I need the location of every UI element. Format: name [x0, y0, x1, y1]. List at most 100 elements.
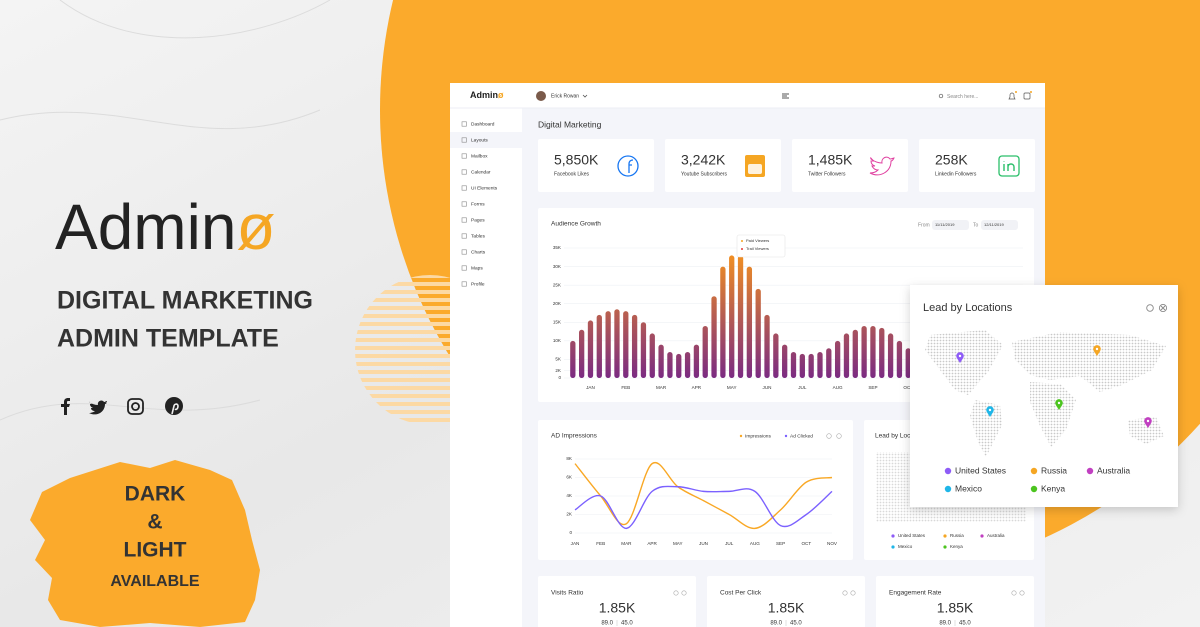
bar [887, 333, 894, 378]
metric-title: Engagement Rate [889, 590, 942, 597]
metric-value: 1.85K [768, 600, 805, 616]
menu-toggle[interactable] [782, 93, 789, 99]
menu-item[interactable]: Dashboard [471, 121, 495, 127]
menu-icon [461, 249, 467, 255]
stat-card [538, 139, 654, 192]
bar [843, 333, 850, 378]
card-close[interactable] [850, 590, 856, 596]
map-pin[interactable] [986, 406, 994, 417]
menu-icon [461, 137, 467, 143]
metric-down: 45.0 [790, 621, 802, 627]
header-logo-name: Admin [470, 90, 498, 100]
x-tick-label: SEP [868, 385, 877, 390]
bar [596, 314, 602, 378]
stat-card [665, 139, 781, 192]
bottom-cards: Visits Ratio 1.85K 89.0 45.0 Cost Per Click 1… [538, 576, 1034, 627]
stat-label: Twitter Followers [808, 171, 846, 177]
y-tick-label: 8K [566, 456, 573, 461]
bar [834, 340, 841, 378]
menu-item[interactable]: Layouts [471, 137, 488, 143]
map-pin[interactable] [1144, 417, 1152, 428]
menu-item[interactable]: Mailbox [471, 153, 488, 159]
menu-item[interactable]: Charts [471, 249, 486, 255]
menu-icon [461, 201, 467, 207]
legend-dot [944, 485, 952, 493]
card-close[interactable] [1019, 590, 1025, 596]
search-input[interactable]: Search here... [947, 94, 978, 100]
metric-card [707, 576, 865, 627]
x-tick-label: JUL [798, 385, 807, 390]
card-settings[interactable] [842, 590, 848, 596]
card-settings[interactable] [673, 590, 679, 596]
legend-dot [739, 434, 743, 438]
y-tick-label: 2K [566, 512, 573, 517]
legend-label: Mexico [898, 544, 913, 549]
map-pin[interactable] [1055, 399, 1063, 410]
menu-item[interactable]: Calendar [471, 169, 491, 175]
menu-item[interactable]: Tables [471, 233, 485, 239]
bar [790, 352, 797, 378]
bar [817, 352, 823, 378]
date-input[interactable] [981, 220, 1018, 230]
y-tick-label: 35K [553, 245, 562, 250]
user-name[interactable]: Erick Rowan [551, 93, 579, 99]
x-tick-label: OCT [903, 385, 913, 390]
map-pin-hole [988, 408, 992, 412]
date-input[interactable] [932, 220, 969, 230]
continent [1012, 332, 1166, 392]
card-title: AD Impressions [551, 433, 598, 440]
map-pin[interactable] [1093, 345, 1101, 356]
hero-logo: Adminø [55, 191, 276, 263]
x-tick-label: JUL [725, 541, 734, 546]
card-close[interactable] [836, 433, 842, 439]
metric-down: 45.0 [621, 621, 633, 627]
menu-item[interactable]: Profile [471, 281, 485, 287]
popup-settings[interactable] [1146, 304, 1154, 312]
badge-text: DARK [125, 483, 186, 506]
instagram-lens [131, 402, 140, 411]
menu-item[interactable]: Pages [471, 217, 485, 223]
avatar[interactable] [536, 91, 546, 101]
brush-stroke [30, 460, 260, 627]
popup-close[interactable] [1158, 303, 1168, 313]
settings-icon[interactable] [1023, 92, 1031, 100]
bar [667, 352, 673, 378]
continent [1030, 382, 1076, 447]
menu-item[interactable]: Forms [471, 201, 485, 207]
menu-icon [461, 281, 467, 287]
twitter-icon[interactable] [89, 400, 107, 415]
bar [720, 266, 726, 378]
bar [799, 353, 805, 378]
legend-label: Mexico [955, 483, 982, 493]
bar [579, 329, 585, 378]
map-pin-hole [958, 354, 962, 358]
settings-dot [1030, 91, 1032, 93]
card-settings[interactable] [1011, 590, 1017, 596]
stat-cards: 5,850K Facebook Likes 3,242K Youtube Subscr… [538, 139, 1035, 192]
search-icon [938, 93, 944, 99]
stat-value: 1,485K [808, 152, 853, 168]
bar [861, 326, 867, 378]
facebook-icon[interactable] [61, 398, 70, 415]
notification-icon[interactable] [1008, 92, 1016, 100]
card-close[interactable] [681, 590, 687, 596]
menu-item[interactable]: UI Elements [471, 185, 498, 191]
date-value: 11/11/2019 [935, 222, 955, 227]
y-tick-label: 10K [553, 338, 562, 343]
popup-close-x [1160, 305, 1166, 311]
continent [970, 400, 1002, 457]
x-tick-label: APR [692, 385, 702, 390]
map-pin[interactable] [956, 352, 964, 363]
x-tick-label: NOV [827, 541, 838, 546]
bar [746, 266, 753, 378]
metric-value: 1.85K [599, 600, 636, 616]
bar [614, 309, 620, 378]
bar [782, 344, 788, 378]
x-tick-label: MAR [656, 385, 667, 390]
instagram-icon[interactable] [127, 398, 144, 415]
map-pin-hole [1057, 401, 1061, 405]
continent [925, 330, 1003, 395]
menu-item[interactable]: Maps [471, 265, 483, 271]
card-settings[interactable] [826, 433, 832, 439]
line-series [574, 485, 833, 530]
